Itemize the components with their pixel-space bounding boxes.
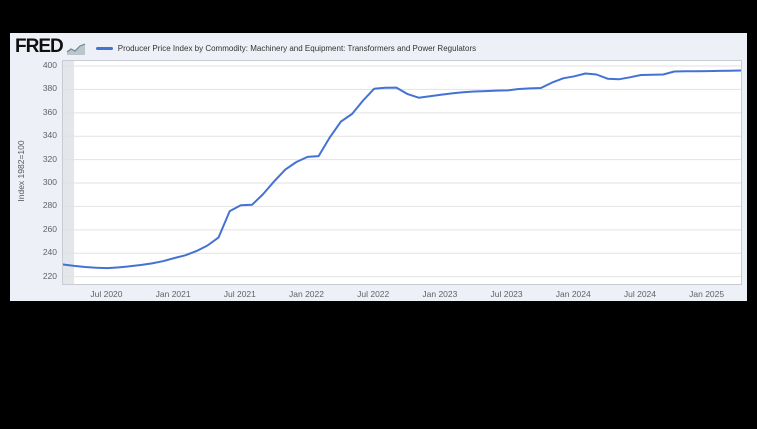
x-tick-label: Jul 2023 xyxy=(490,289,523,299)
fred-logo-chart-icon xyxy=(66,43,85,55)
x-tick-label: Jul 2022 xyxy=(357,289,390,299)
y-tick-label: 280 xyxy=(42,200,57,211)
x-tick-label: Jan 2023 xyxy=(422,289,458,299)
y-tick-label: 220 xyxy=(42,270,57,281)
y-tick-label: 360 xyxy=(42,106,57,117)
series-line[interactable] xyxy=(63,69,741,270)
fred-graph-window: FRED Producer Price Index by Commodity: … xyxy=(10,33,747,301)
y-tick-label: 400 xyxy=(42,60,57,71)
x-tick-label: Jul 2021 xyxy=(223,289,256,299)
plot-area[interactable] xyxy=(62,60,742,285)
fred-logo-text: FRED xyxy=(15,36,64,57)
x-tick-label: Jul 2020 xyxy=(90,289,123,299)
fred-logo[interactable]: FRED xyxy=(15,36,86,58)
y-axis-title: Index 1982=100 xyxy=(16,140,26,202)
legend: Producer Price Index by Commodity: Machi… xyxy=(95,43,477,53)
y-tick-label: 300 xyxy=(42,177,57,188)
y-tick-label: 340 xyxy=(42,130,57,141)
x-tick-label: Jan 2024 xyxy=(555,289,591,299)
y-tick-label: 240 xyxy=(42,247,57,258)
y-tick-label: 260 xyxy=(42,223,57,234)
graph-header: FRED Producer Price Index by Commodity: … xyxy=(15,35,476,59)
y-tick-label: 320 xyxy=(42,153,57,164)
x-tick-label: Jan 2021 xyxy=(155,289,191,299)
x-tick-label: Jan 2022 xyxy=(289,289,324,299)
line-chart-svg xyxy=(63,61,741,284)
legend-series-label[interactable]: Producer Price Index by Commodity: Machi… xyxy=(117,43,477,53)
recession-shading-band xyxy=(63,61,75,284)
x-tick-label: Jul 2024 xyxy=(623,289,657,299)
x-tick-label: Jan 2025 xyxy=(689,289,725,299)
y-tick-label: 380 xyxy=(42,83,57,94)
legend-line-swatch xyxy=(95,46,113,50)
